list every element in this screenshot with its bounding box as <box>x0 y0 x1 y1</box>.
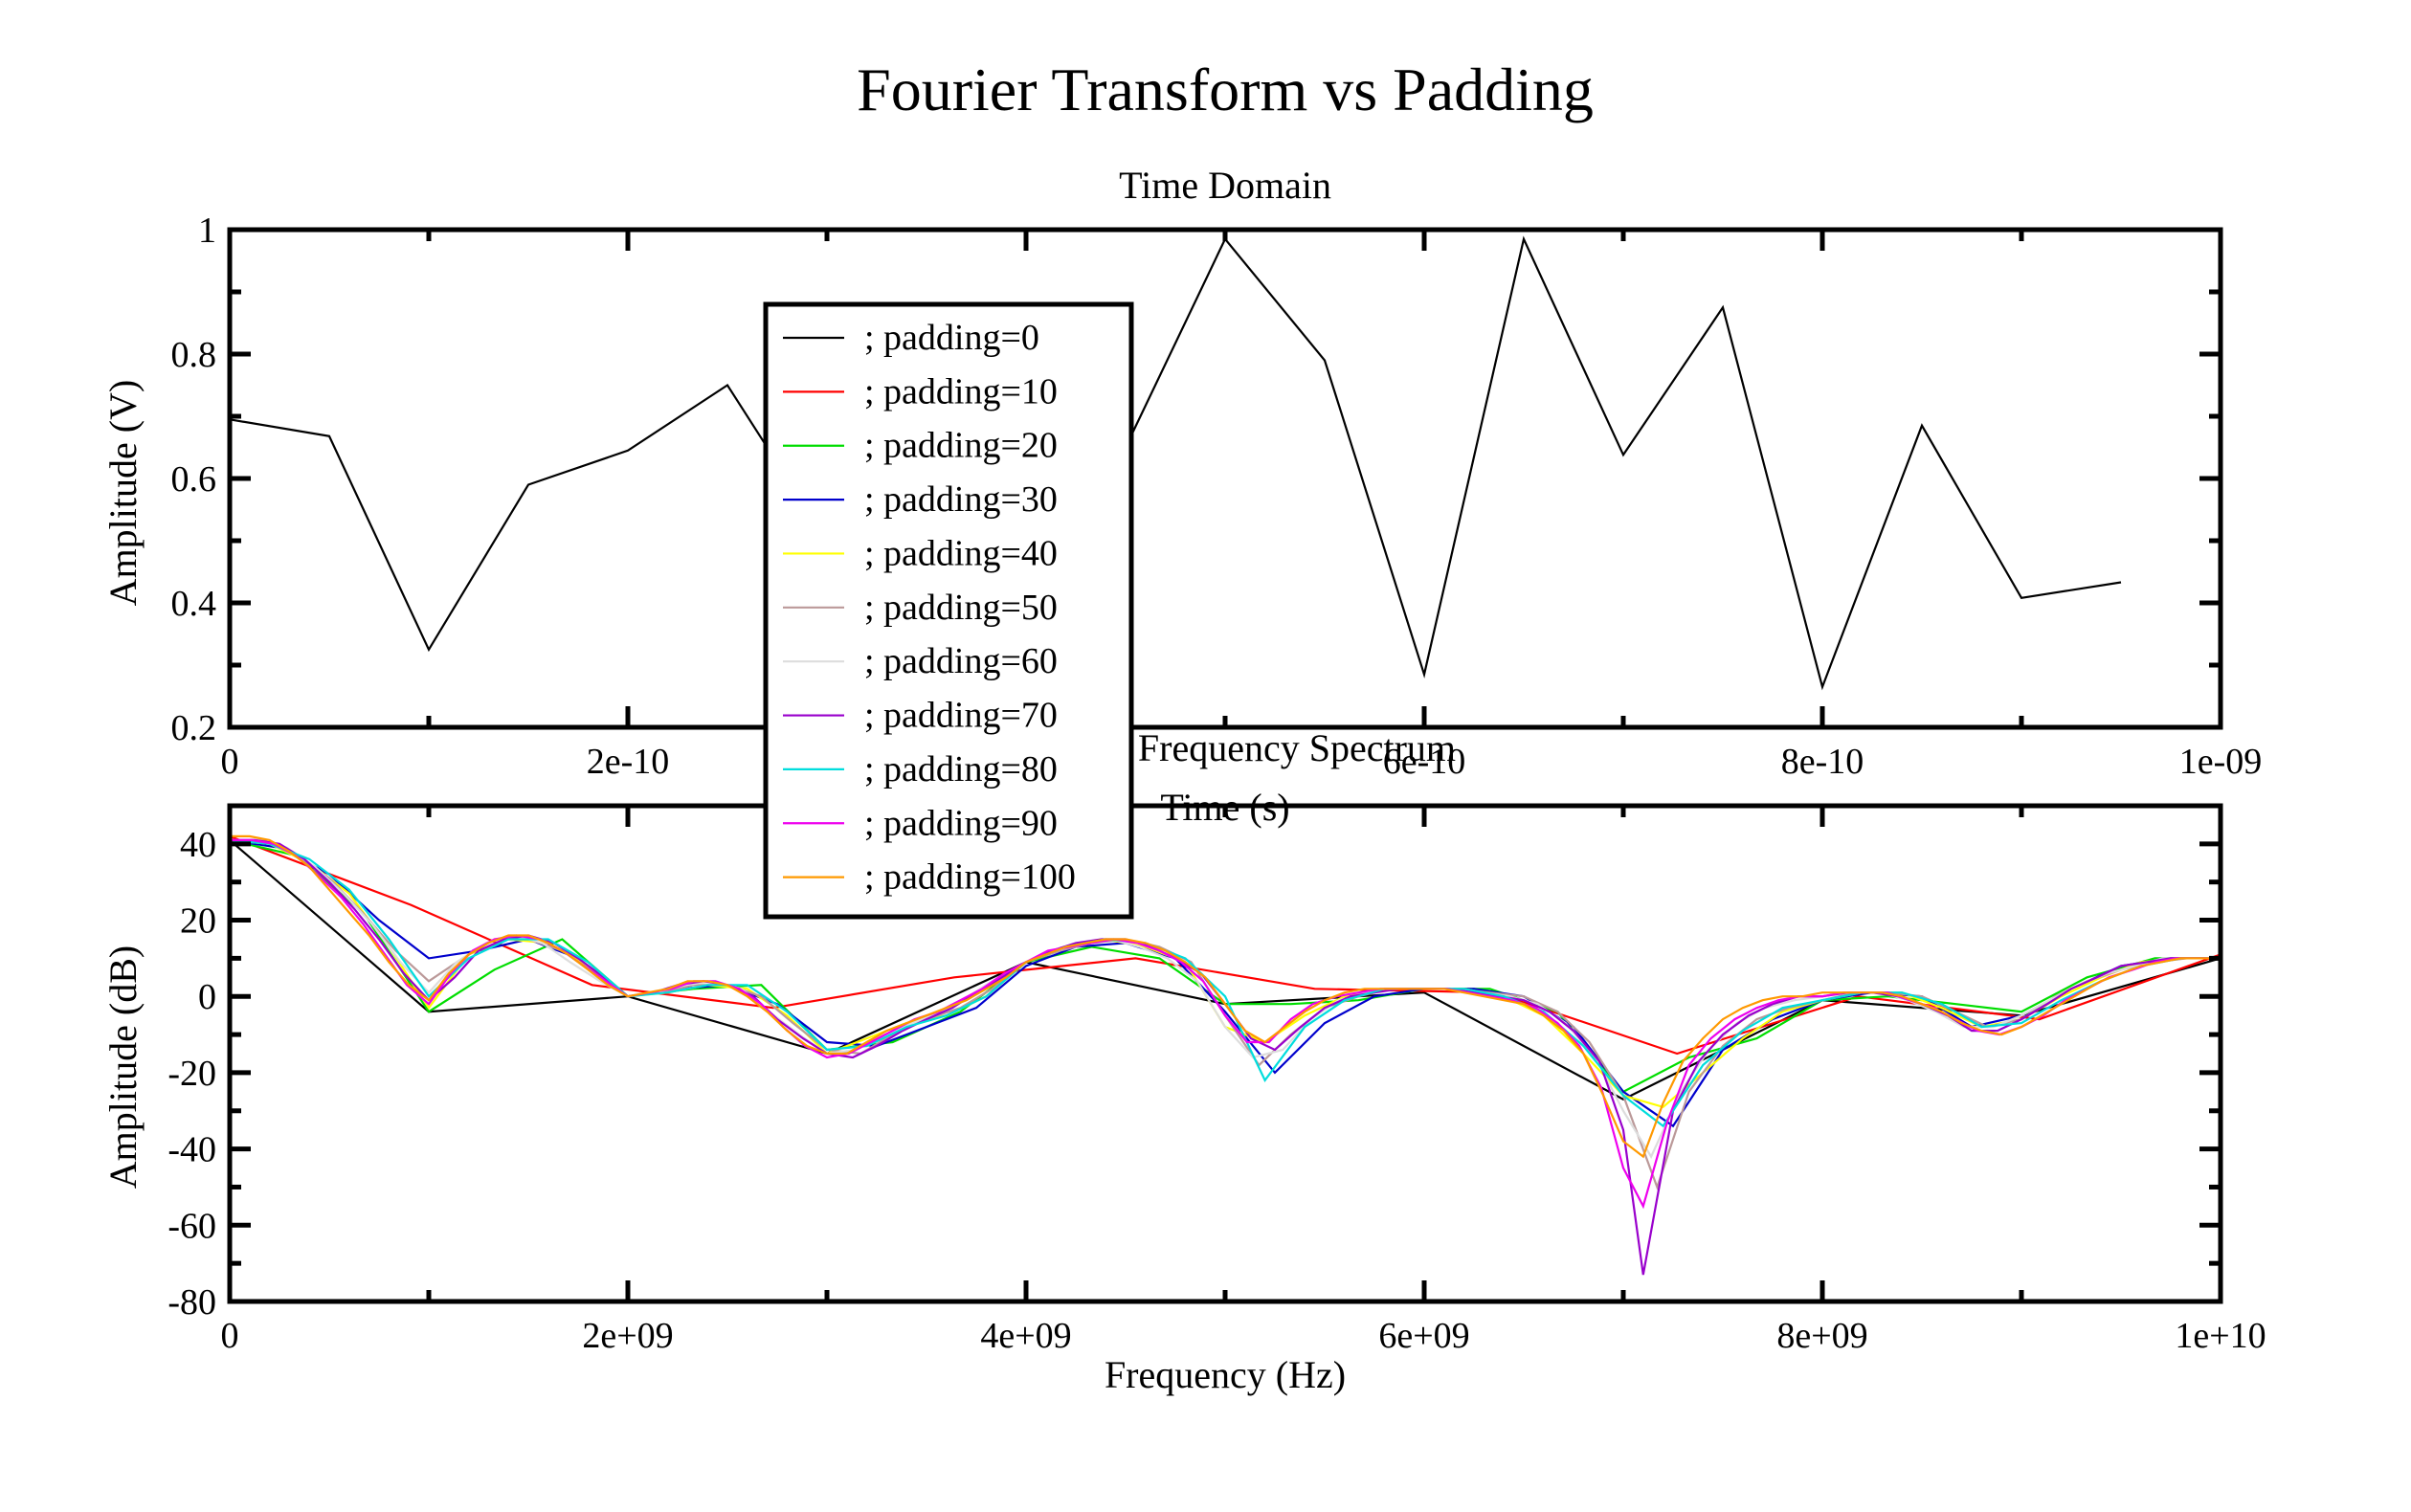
x-tick-label: 6e+09 <box>1378 1316 1469 1356</box>
x-tick-label: 1e-09 <box>2179 742 2263 782</box>
y-tick-label: 0.6 <box>171 459 217 500</box>
y-tick-label: -60 <box>167 1206 216 1246</box>
legend-entry: ; padding=70 <box>864 696 1058 736</box>
figure-title: Fourier Transform vs Padding <box>857 56 1594 123</box>
legend-entry: ; padding=60 <box>864 641 1058 681</box>
y-tick-label: 0.8 <box>171 335 217 375</box>
x-tick-label: 1e+10 <box>2175 1316 2266 1356</box>
series-line-10 <box>230 834 2221 1159</box>
series-line-0 <box>230 839 2221 1101</box>
x-tick-label: 8e-10 <box>1781 742 1864 782</box>
series-line-8 <box>230 838 2221 1128</box>
x-tick-label: 0 <box>221 1316 239 1356</box>
y-tick-label: -40 <box>167 1130 216 1170</box>
y-tick-label: -20 <box>167 1054 216 1094</box>
frequency-spectrum-x-axis-label: Frequency (Hz) <box>1105 1353 1346 1396</box>
legend-entry: ; padding=90 <box>864 803 1058 843</box>
legend-entry: ; padding=40 <box>864 533 1058 573</box>
x-tick-label: 4e+09 <box>980 1316 1071 1356</box>
x-tick-label: 2e-10 <box>587 742 670 782</box>
legend-entry: ; padding=20 <box>864 426 1058 466</box>
legend-entry: ; padding=0 <box>864 318 1039 358</box>
y-tick-label: 1 <box>198 211 216 251</box>
series-group <box>230 235 2122 691</box>
y-tick-label: 20 <box>180 901 216 942</box>
legend-entry: ; padding=80 <box>864 749 1058 789</box>
y-tick-label: 0.4 <box>171 584 217 624</box>
y-tick-label: 0 <box>198 977 216 1017</box>
legend-entry: ; padding=50 <box>864 588 1058 628</box>
series-group <box>230 834 2221 1276</box>
legend: ; padding=0 ; padding=10 ; padding=20 ; pad… <box>763 301 1134 920</box>
frequency-spectrum-panel: Sampled Frequency Spectrum 0 2e+09 4e+09 6e… <box>101 726 2266 1396</box>
frequency-spectrum-plot-area: 0 2e+09 4e+09 6e+09 8e+09 1e+10 -80 -60 -40 -20 0 2… <box>167 803 2266 1356</box>
legend-entry: ; padding=30 <box>864 479 1058 520</box>
series-line-7 <box>230 838 2221 1276</box>
x-tick-label: 8e+09 <box>1776 1316 1867 1356</box>
plot-frame <box>227 803 2223 1304</box>
x-tick-label: 0 <box>221 742 239 782</box>
legend-box <box>763 301 1134 920</box>
frequency-spectrum-y-axis-label: Amplitude (dB) <box>101 945 145 1189</box>
series-line-3 <box>230 838 2221 1128</box>
series-line-0 <box>230 235 2122 691</box>
x-tick-label: 6e-10 <box>1383 742 1466 782</box>
x-tick-label: 2e+09 <box>582 1316 673 1356</box>
series-line-9 <box>230 838 2221 1210</box>
y-tick-label: 0.2 <box>171 708 217 748</box>
plot-frame <box>227 227 2223 730</box>
time-domain-title: Time Domain <box>1119 164 1331 207</box>
y-tick-label: 40 <box>180 825 216 865</box>
series-line-2 <box>230 838 2221 1094</box>
legend-entry: ; padding=10 <box>864 371 1058 411</box>
series-line-1 <box>230 834 2221 1056</box>
legend-entry: ; padding=100 <box>864 857 1076 898</box>
y-tick-label: -80 <box>167 1282 216 1323</box>
time-domain-y-axis-label: Amplitude (V) <box>101 380 145 607</box>
